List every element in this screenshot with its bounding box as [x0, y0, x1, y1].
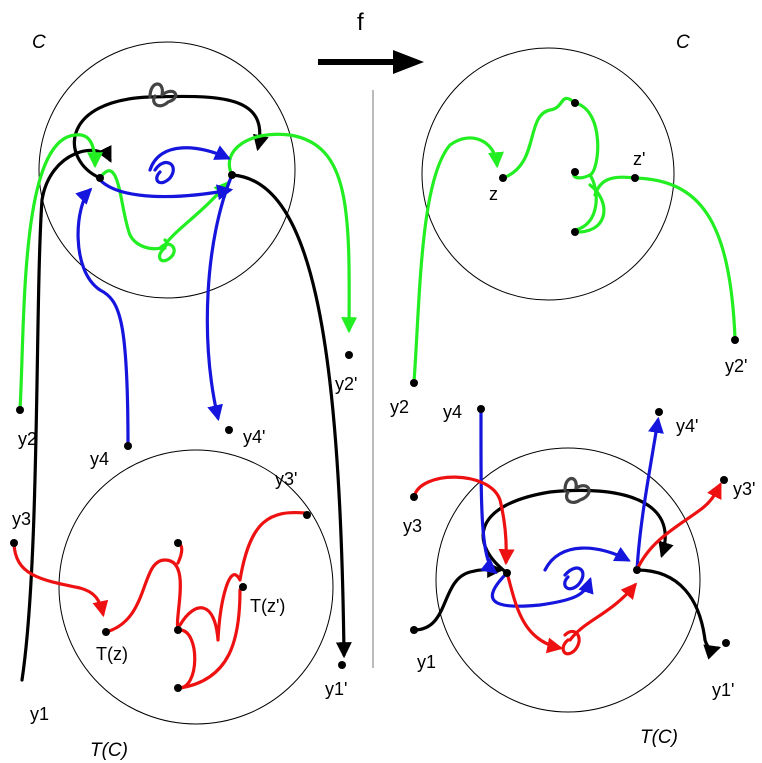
left-green-y2 [18, 133, 103, 412]
right-red-y3p [635, 482, 722, 572]
right-region-c-label: C [676, 32, 690, 53]
left-label-y2p: y2' [335, 374, 357, 394]
right-label-y4p: y4' [676, 416, 698, 436]
left-point-tc-a [174, 539, 182, 547]
right-label-y3: y3 [403, 516, 422, 536]
left-label-y4: y4 [90, 449, 109, 469]
left-point-y4p [225, 426, 233, 434]
left-point-zp [228, 171, 236, 179]
right-point-y4 [477, 405, 485, 413]
left-label-y1: y1 [30, 704, 49, 724]
left-green-knot [157, 242, 176, 263]
left-label-y2: y2 [18, 429, 37, 449]
left-red-tzp [178, 510, 307, 642]
left-blue-knot [153, 160, 175, 185]
left-point-y2p [345, 351, 353, 359]
left-point-y3p [303, 511, 311, 519]
left-point-tc-b [174, 626, 182, 634]
left-blue-across [98, 178, 234, 201]
right-point-left-node [503, 569, 511, 577]
left-points [10, 171, 353, 692]
right-red-y3 [412, 475, 515, 566]
right-blue-across [490, 571, 594, 608]
right-label-y4: y4 [443, 402, 462, 422]
right-blue-y4p [635, 416, 664, 572]
right-region-tc-label: T(C) [640, 727, 678, 748]
right-label-z: z [489, 184, 498, 204]
left-label-tzp: T(z') [250, 596, 285, 616]
right-region-c [421, 47, 675, 301]
right-point-zp [631, 174, 639, 182]
right-point-y2 [410, 379, 418, 387]
right-label-y1: y1 [417, 652, 436, 672]
right-black-knot [563, 476, 591, 505]
left-point-z [96, 174, 104, 182]
right-green-z [501, 96, 577, 180]
right-point-c-c [571, 228, 579, 236]
left-region-tc [58, 449, 334, 725]
left-point-tc-c [174, 684, 182, 692]
left-blue-top [148, 145, 231, 172]
right-point-y3 [410, 493, 418, 501]
mapping-arrow: f [318, 9, 424, 74]
right-label-y2: y2 [390, 397, 409, 417]
left-red-join [178, 588, 242, 690]
right-point-y3p [720, 476, 728, 484]
right-green-y2 [412, 136, 504, 384]
left-label-y3: y3 [12, 509, 31, 529]
left-point-tzp [239, 583, 247, 591]
right-red-knot [561, 629, 581, 656]
right-blue-mid [543, 546, 631, 572]
right-point-y2p [731, 336, 739, 344]
left-region-tc-label: T(C) [90, 740, 128, 761]
right-point-y4p [655, 408, 663, 416]
right-label-y2p: y2' [725, 356, 747, 376]
right-red-down [505, 571, 564, 654]
right-label-y1p: y1' [712, 680, 734, 700]
right-points [410, 99, 739, 647]
right-point-right-node [633, 566, 641, 574]
left-black-exit [230, 173, 352, 659]
right-black-y1 [412, 561, 504, 632]
left-label-y4p: y4' [243, 427, 265, 447]
right-red-up [568, 582, 638, 642]
right-blue-y4 [479, 408, 498, 575]
left-green-y2p [227, 132, 358, 334]
right-point-z [499, 174, 507, 182]
left-label-y1p: y1' [325, 679, 347, 699]
right-point-y1 [410, 626, 418, 634]
left-red-tz [104, 558, 197, 690]
right-green-curl [572, 101, 600, 180]
right-point-y1p [722, 639, 730, 647]
left-point-y3 [10, 539, 18, 547]
left-region-c [38, 41, 296, 299]
left-point-y2 [16, 406, 24, 414]
left-region-c-label: C [32, 32, 46, 53]
left-point-y4 [124, 442, 132, 450]
right-label-zp: z' [633, 149, 645, 169]
right-blue-knot [563, 566, 585, 591]
right-green-zp [593, 175, 737, 340]
left-blue-y4p [205, 173, 234, 422]
left-black-loop [72, 94, 269, 180]
left-panel: C T(C) y1 y1' y2 y2' y3 y3' y4 y4' T(z) … [10, 32, 357, 761]
left-red-y3 [12, 541, 109, 618]
right-panel: C T(C) z z' y2 y2' y4 y4' y3 y3' y1 y1' [390, 32, 755, 748]
right-black-exit [635, 568, 722, 660]
left-blue-y4 [75, 187, 130, 448]
right-label-y3p: y3' [733, 479, 755, 499]
mapping-label: f [357, 9, 364, 36]
right-region-tc [435, 447, 701, 713]
right-point-c-a [571, 99, 579, 107]
left-label-y3p: y3' [275, 469, 297, 489]
left-label-tz: T(z) [96, 644, 128, 664]
left-point-tz [102, 628, 110, 636]
left-point-y1p [338, 661, 346, 669]
left-black-knot [148, 82, 178, 108]
right-point-c-b [571, 168, 579, 176]
